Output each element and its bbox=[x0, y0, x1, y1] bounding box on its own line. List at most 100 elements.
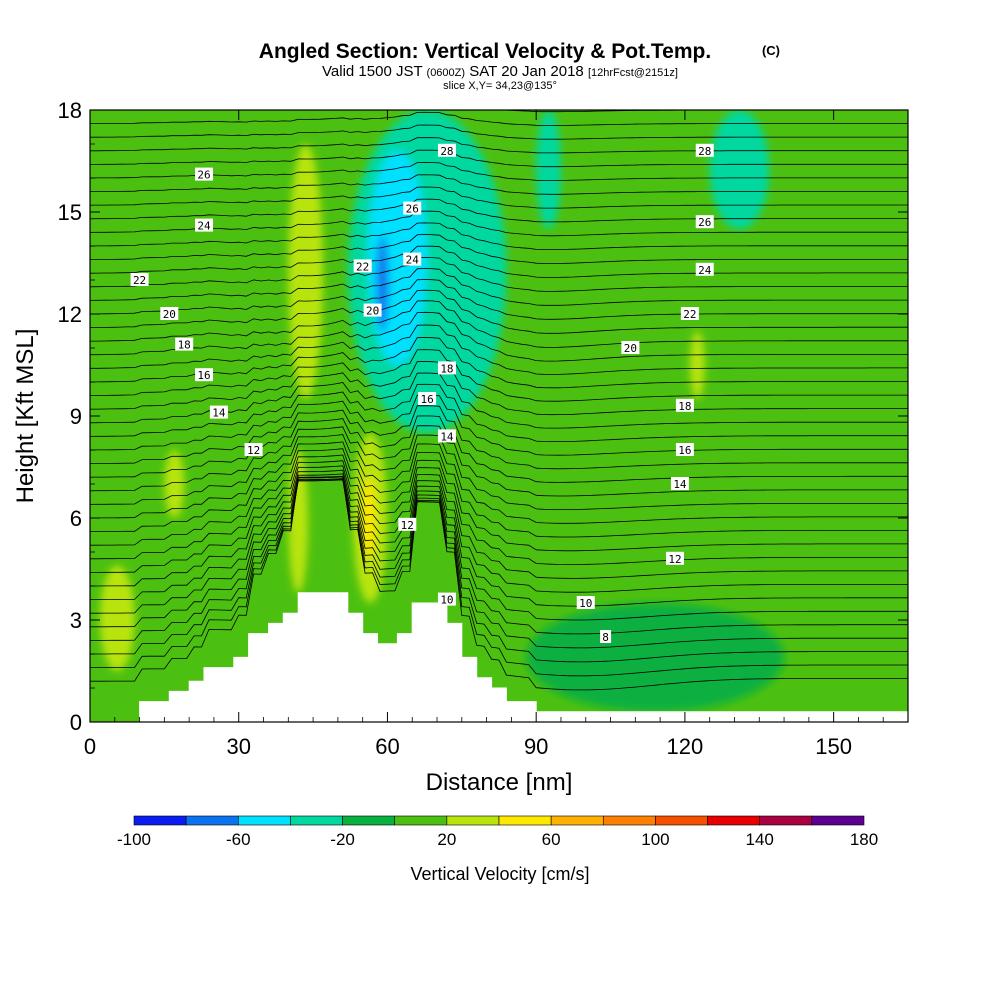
velocity-region-4 bbox=[99, 565, 135, 671]
theta-line-29 bbox=[90, 256, 908, 292]
contour-label-text: 24 bbox=[197, 220, 211, 233]
x-tick-label: 60 bbox=[375, 734, 399, 759]
contour-label-text: 12 bbox=[401, 519, 414, 532]
contour-label-bg bbox=[576, 596, 595, 609]
theta-contour-labels: 8 10 10 12 12 12 14 14 14 16 16 16 18 18 18 20 20 20 22 22 2… bbox=[130, 143, 714, 644]
y-tick-label: 9 bbox=[70, 404, 82, 429]
contour-label-text: 14 bbox=[212, 407, 226, 420]
theta-line-36 bbox=[90, 174, 908, 195]
contour-label-10: 10 bbox=[437, 592, 456, 607]
colorbar-segment bbox=[394, 815, 448, 826]
contour-label-20: 20 bbox=[160, 307, 179, 321]
colorbar-title: Vertical Velocity [cm/s] bbox=[410, 864, 589, 884]
colorbar-segment bbox=[446, 815, 500, 826]
contour-label-12: 12 bbox=[398, 517, 417, 532]
contour-label-text: 14 bbox=[440, 430, 454, 443]
contour-label-bg bbox=[353, 259, 372, 273]
contour-label-text: 26 bbox=[197, 169, 210, 182]
contour-label-text: 16 bbox=[197, 369, 210, 382]
chart-title: Angled Section: Vertical Velocity & Pot.… bbox=[259, 40, 711, 63]
theta-line-5 bbox=[90, 476, 908, 621]
y-tick-label: 0 bbox=[70, 710, 82, 735]
theta-line-8 bbox=[90, 465, 908, 579]
contour-label-bg bbox=[675, 398, 694, 412]
contour-label-bg bbox=[160, 307, 179, 320]
colorbar-tick-label: 60 bbox=[542, 830, 561, 849]
colorbar-segment bbox=[550, 815, 604, 826]
theta-line-17 bbox=[90, 394, 908, 456]
contour-label-bg bbox=[418, 392, 437, 405]
contour-label-bg bbox=[195, 218, 214, 232]
contour-label-bg bbox=[403, 252, 422, 266]
colorbar-segment bbox=[498, 815, 552, 826]
theta-line-31 bbox=[90, 234, 908, 264]
contour-label-bg bbox=[680, 307, 699, 320]
colorbar-tick-label: 180 bbox=[850, 830, 878, 849]
theta-line-16 bbox=[90, 405, 908, 470]
contour-label-10: 10 bbox=[576, 596, 595, 610]
contour-label-text: 28 bbox=[698, 145, 711, 158]
theta-line-9 bbox=[90, 460, 908, 565]
contour-label-18: 18 bbox=[675, 398, 694, 413]
theta-line-33 bbox=[90, 210, 908, 237]
theta-line-20 bbox=[90, 361, 908, 416]
contour-label-text: 12 bbox=[668, 553, 681, 566]
contour-label-16: 16 bbox=[195, 368, 214, 382]
colorbar: -100 -60 -20 20 60 100 140 180 bbox=[117, 815, 878, 849]
axes: 0 30 60 90 120 150 0 3 6 9 12 15 18 bbox=[58, 98, 908, 759]
colorbar-segment bbox=[342, 815, 396, 826]
contour-label-text: 16 bbox=[420, 393, 433, 406]
theta-line-25 bbox=[90, 300, 908, 348]
contour-label-22: 22 bbox=[130, 273, 149, 287]
theta-line-11 bbox=[90, 448, 908, 538]
contour-label-26: 26 bbox=[403, 201, 422, 216]
contour-label-text: 10 bbox=[579, 597, 592, 610]
theta-line-0 bbox=[90, 475, 908, 691]
contour-label-text: 22 bbox=[133, 274, 146, 287]
theta-line-23 bbox=[90, 324, 908, 375]
contour-label-bg bbox=[195, 368, 214, 382]
contour-label-text: 8 bbox=[602, 631, 609, 644]
contour-label-12: 12 bbox=[244, 443, 263, 457]
theta-line-7 bbox=[90, 469, 908, 593]
theta-line-27 bbox=[90, 279, 908, 320]
y-axis-title: Height [Kft MSL] bbox=[12, 329, 39, 504]
velocity-region-5 bbox=[164, 450, 185, 518]
contour-label-bg bbox=[665, 551, 684, 565]
contour-label-text: 22 bbox=[683, 308, 696, 321]
contour-label-text: 20 bbox=[163, 308, 176, 321]
contour-label-14: 14 bbox=[437, 429, 456, 443]
theta-line-26 bbox=[90, 289, 908, 334]
contour-label-text: 26 bbox=[406, 203, 419, 216]
theta-line-32 bbox=[90, 222, 908, 250]
theta-line-2 bbox=[90, 479, 908, 663]
theta-line-18 bbox=[90, 383, 908, 442]
theta-line-39 bbox=[90, 137, 908, 154]
colorbar-segment bbox=[185, 815, 239, 826]
theta-line-40 bbox=[90, 124, 908, 140]
contour-label-text: 24 bbox=[406, 254, 420, 267]
contour-label-text: 24 bbox=[698, 264, 712, 277]
theta-contours bbox=[90, 110, 908, 691]
x-tick-label: 150 bbox=[815, 734, 852, 759]
contour-label-bg bbox=[195, 167, 214, 181]
contour-label-text: 14 bbox=[673, 478, 687, 491]
contour-label-bg bbox=[621, 341, 640, 354]
velocity-region-1 bbox=[362, 477, 376, 559]
contour-label-18: 18 bbox=[175, 337, 194, 352]
colorbar-segment bbox=[133, 815, 187, 826]
theta-line-28 bbox=[90, 268, 908, 306]
x-tick-label: 0 bbox=[84, 734, 96, 759]
colorbar-tick-label: -100 bbox=[117, 830, 151, 849]
colorbar-segment bbox=[707, 815, 761, 826]
contour-label-16: 16 bbox=[675, 443, 694, 457]
contour-label-bg bbox=[130, 273, 149, 286]
theta-line-22 bbox=[90, 337, 908, 389]
theta-line-10 bbox=[90, 454, 908, 552]
contour-label-14: 14 bbox=[209, 405, 228, 420]
colorbar-segment bbox=[602, 815, 656, 826]
velocity-region-11 bbox=[536, 110, 561, 229]
copyright-mark: (C) bbox=[762, 43, 780, 58]
contour-label-text: 18 bbox=[440, 362, 453, 375]
contour-label-bg bbox=[670, 477, 689, 490]
